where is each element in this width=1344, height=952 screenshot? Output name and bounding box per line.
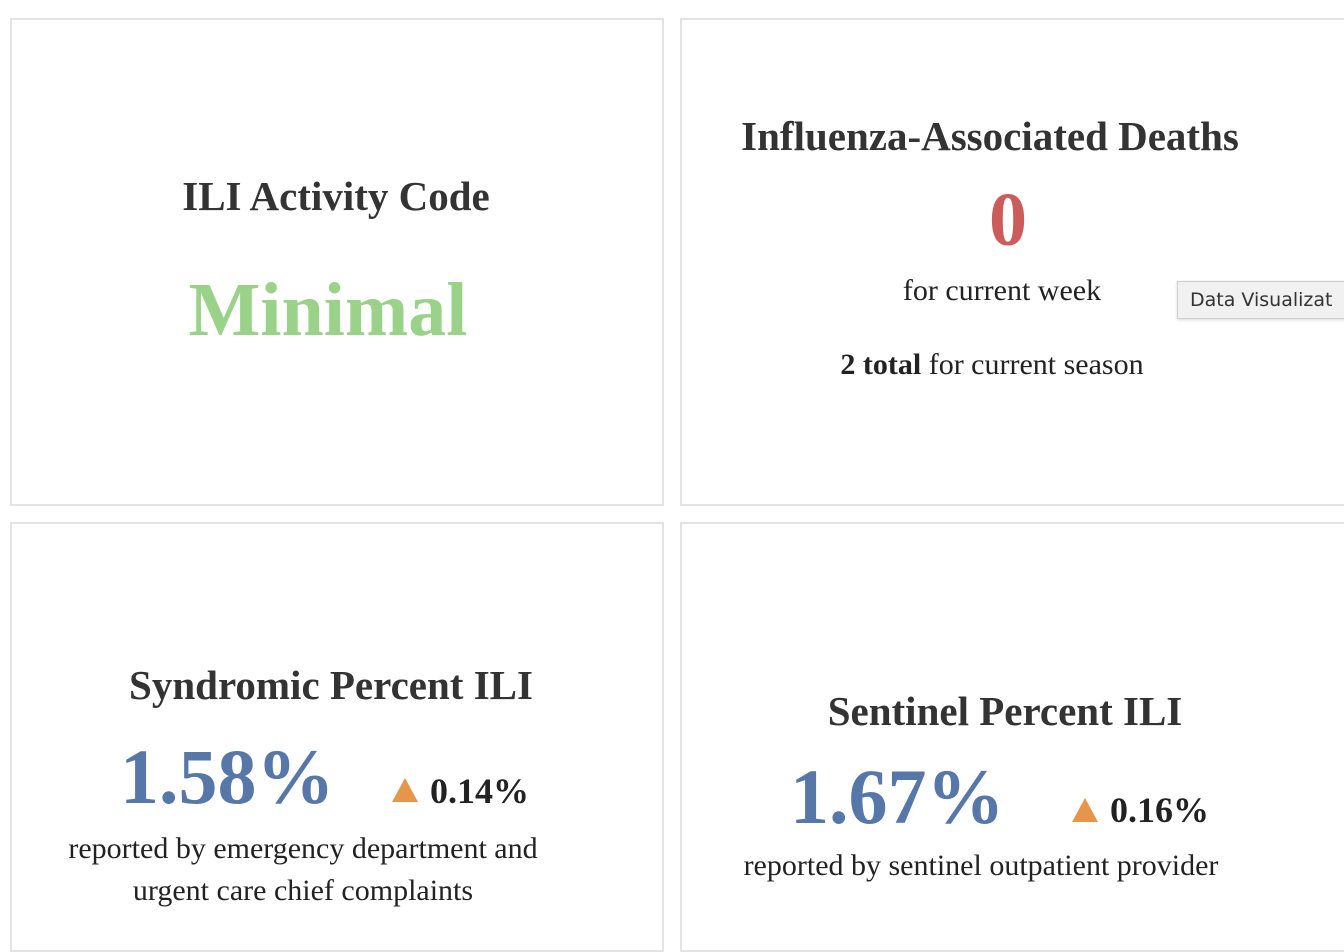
percent-change: 0.16% <box>1110 790 1209 830</box>
caption: reported by emergency department and urg… <box>68 832 538 907</box>
deaths-week: 0 <box>989 178 1027 262</box>
card <box>680 522 1344 952</box>
card <box>680 18 1344 506</box>
tooltip: Data Visualizat <box>1177 281 1344 319</box>
percent-value: 1.58% <box>120 733 335 820</box>
percent-change: 0.14% <box>430 771 529 811</box>
season-total: 2 total <box>840 348 922 381</box>
up-arrow <box>1072 798 1098 822</box>
card-title: Sentinel Percent ILI <box>827 688 1183 734</box>
card-title: Influenza-Associated Deaths <box>741 113 1239 159</box>
caption: reported by sentinel outpatient provider <box>743 849 1219 882</box>
caption: for current week <box>902 274 1102 307</box>
activity-level: Minimal <box>188 268 468 352</box>
card <box>10 18 664 506</box>
up-arrow <box>392 778 418 802</box>
card <box>10 522 664 952</box>
percent-value: 1.67% <box>790 753 1005 840</box>
card-title: Syndromic Percent ILI <box>129 662 533 708</box>
caption: for current season <box>928 348 1144 381</box>
card-title: ILI Activity Code <box>182 173 490 219</box>
season-line: 2 total for current season <box>692 350 1292 380</box>
